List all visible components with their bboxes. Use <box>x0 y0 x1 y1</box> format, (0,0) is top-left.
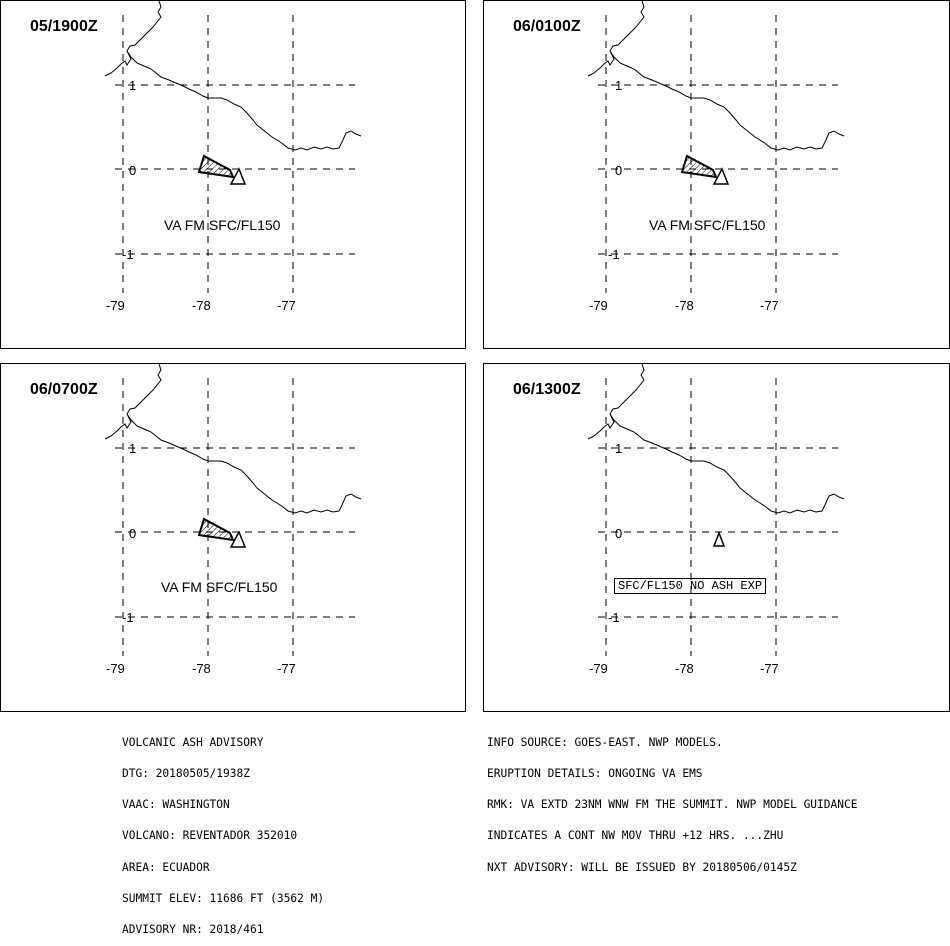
volcano-symbol <box>712 167 730 185</box>
lon-tick-label: -79 <box>589 298 608 313</box>
panel-time-label: 06/0700Z <box>30 381 98 398</box>
lon-tick-label: -78 <box>192 298 211 313</box>
advisory-line: INFO SOURCE: GOES-EAST. NWP MODELS. <box>487 735 723 749</box>
lon-tick-label: -77 <box>760 298 779 313</box>
advisory-line: VOLCANIC ASH ADVISORY <box>122 735 264 749</box>
lat-tick-label: 0 <box>615 526 623 541</box>
ash-level-label: VA FM SFC/FL150 <box>649 217 766 233</box>
lon-tick-label: -79 <box>106 661 125 676</box>
lat-tick-label: -1 <box>608 610 620 625</box>
lon-tick-label: -78 <box>675 661 694 676</box>
lat-tick-label: 0 <box>129 163 137 178</box>
lon-tick-label: -77 <box>277 661 296 676</box>
ash-level-label: VA FM SFC/FL150 <box>161 579 278 595</box>
lat-tick-label: 0 <box>129 526 137 541</box>
no-ash-label: SFC/FL150 NO ASH EXP <box>614 578 767 594</box>
lat-tick-label: -1 <box>122 610 134 625</box>
lat-tick-label: -1 <box>122 247 134 262</box>
ash-cloud-area <box>197 154 235 179</box>
panel-time-label: 05/1900Z <box>30 18 98 35</box>
volcano-symbol <box>229 167 247 185</box>
ash-cloud-area <box>680 154 718 179</box>
ash-cloud-area <box>197 517 235 542</box>
forecast-panel-1: 05/1900Z VA FM SFC/FL150 1 0 -1 -79 -78 … <box>0 0 466 349</box>
lon-tick-label: -77 <box>277 298 296 313</box>
map-canvas <box>587 364 845 656</box>
map-canvas <box>104 1 362 293</box>
lat-tick-label: 1 <box>129 441 137 456</box>
ash-level-label: VA FM SFC/FL150 <box>164 217 281 233</box>
advisory-line: NXT ADVISORY: WILL BE ISSUED BY 20180506… <box>487 860 797 874</box>
advisory-line: RMK: VA EXTD 23NM WNW FM THE SUMMIT. NWP… <box>487 798 858 812</box>
lon-tick-label: -77 <box>760 661 779 676</box>
map-canvas <box>104 364 362 656</box>
lon-tick-label: -79 <box>589 661 608 676</box>
lat-tick-label: 1 <box>129 78 137 93</box>
lat-tick-label: 1 <box>615 78 623 93</box>
lat-tick-label: -1 <box>608 247 620 262</box>
advisory-line: AREA: ECUADOR <box>122 860 210 874</box>
map-canvas <box>587 1 845 293</box>
advisory-details-block: INFO SOURCE: GOES-EAST. NWP MODELS. ERUP… <box>487 717 857 883</box>
advisory-header-block: VOLCANIC ASH ADVISORY DTG: 20180505/1938… <box>122 717 324 946</box>
forecast-panel-3: 06/0700Z VA FM SFC/FL150 1 0 -1 -79 -78 … <box>0 363 466 712</box>
lat-tick-label: 1 <box>615 441 623 456</box>
lon-tick-label: -79 <box>106 298 125 313</box>
volcano-symbol <box>712 530 726 547</box>
advisory-line: ADVISORY NR: 2018/461 <box>122 923 264 937</box>
advisory-line: INDICATES A CONT NW MOV THRU +12 HRS. ..… <box>487 829 784 843</box>
advisory-line: ERUPTION DETAILS: ONGOING VA EMS <box>487 767 703 781</box>
lon-tick-label: -78 <box>192 661 211 676</box>
coastline <box>587 364 845 514</box>
coastline <box>104 364 362 514</box>
lon-tick-label: -78 <box>675 298 694 313</box>
panel-time-label: 06/0100Z <box>513 18 581 35</box>
advisory-line: DTG: 20180505/1938Z <box>122 767 250 781</box>
panel-time-label: 06/1300Z <box>513 381 581 398</box>
advisory-line: VOLCANO: REVENTADOR 352010 <box>122 829 298 843</box>
forecast-panel-2: 06/0100Z VA FM SFC/FL150 1 0 -1 -79 -78 … <box>483 0 950 349</box>
forecast-panel-4: 06/1300Z SFC/FL150 NO ASH EXP 1 0 -1 -79… <box>483 363 950 712</box>
coastline <box>587 1 845 151</box>
coastline <box>104 1 362 151</box>
volcano-symbol <box>229 530 247 548</box>
advisory-line: SUMMIT ELEV: 11686 FT (3562 M) <box>122 891 325 905</box>
advisory-line: VAAC: WASHINGTON <box>122 798 230 812</box>
lat-tick-label: 0 <box>615 163 623 178</box>
